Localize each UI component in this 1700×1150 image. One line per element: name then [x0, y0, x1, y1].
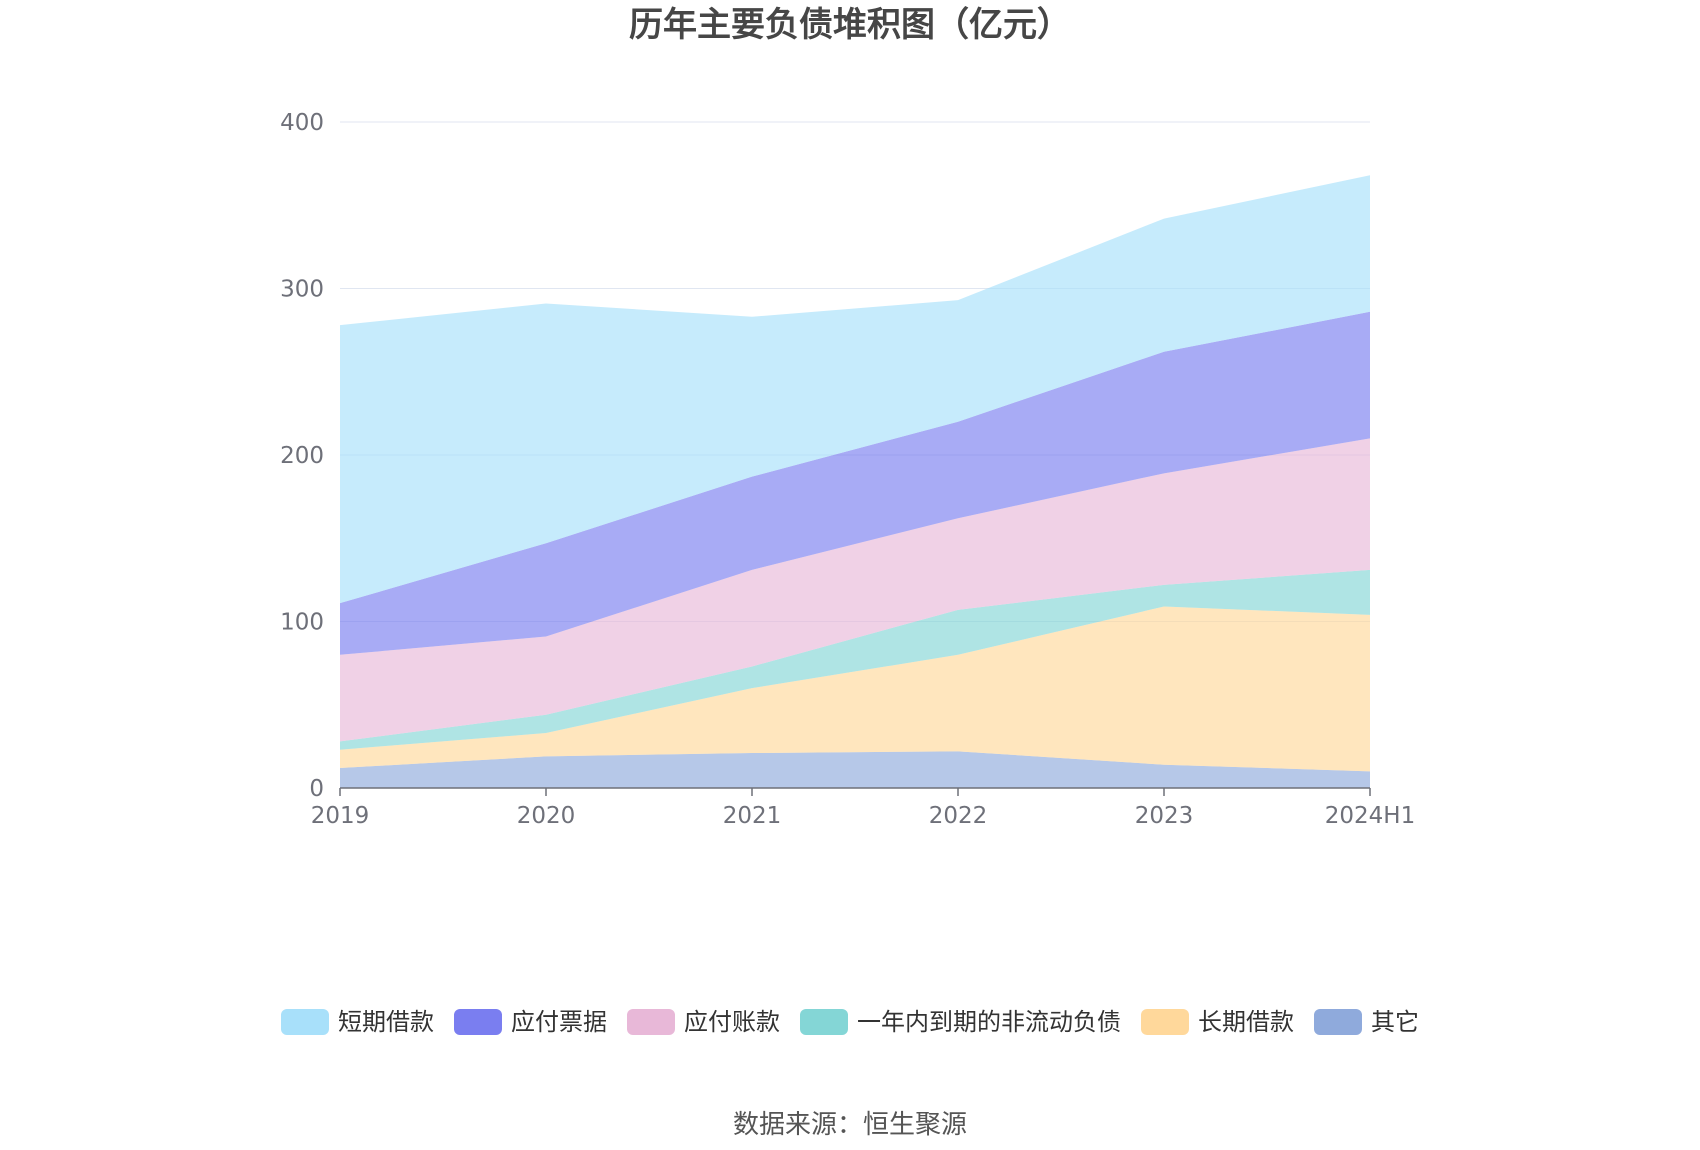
x-tick-label: 2021	[723, 803, 782, 829]
legend-swatch	[1141, 1009, 1189, 1035]
legend-item[interactable]: 长期借款	[1141, 1008, 1294, 1036]
legend-swatch	[800, 1009, 848, 1035]
data-source-note: 数据来源：恒生聚源	[733, 1110, 967, 1140]
y-tick-label: 0	[309, 776, 324, 802]
area-series-5[interactable]	[340, 175, 1370, 604]
area-series-3[interactable]	[340, 438, 1370, 742]
axes: 0 100 200 300 400 2019 2020 2021 2022 2023 2024H1	[280, 110, 1415, 829]
legend-label: 一年内到期的非流动负债	[857, 1008, 1121, 1036]
area-series-2[interactable]	[340, 569, 1370, 750]
legend-label: 短期借款	[338, 1008, 434, 1036]
legend-item[interactable]: 应付账款	[627, 1008, 780, 1036]
x-tick-label: 2022	[929, 803, 988, 829]
chart-title: 历年主要负债堆积图（亿元）	[629, 5, 1071, 45]
x-tick-label: 2024H1	[1325, 803, 1415, 829]
x-tick-label: 2019	[311, 803, 370, 829]
y-tick-label: 100	[280, 610, 324, 636]
legend-item[interactable]: 其它	[1314, 1008, 1419, 1036]
area-series-4[interactable]	[340, 311, 1370, 655]
legend-label: 应付票据	[511, 1008, 607, 1036]
area-series-0[interactable]	[340, 751, 1370, 788]
legend[interactable]: 短期借款 应付票据 应付账款 一年内到期的非流动负债 长期借款 其它	[281, 1008, 1419, 1036]
legend-swatch	[1314, 1009, 1362, 1035]
x-tick-label: 2020	[517, 803, 576, 829]
legend-swatch	[454, 1009, 502, 1035]
x-tick-label: 2023	[1135, 803, 1194, 829]
y-tick-label: 300	[280, 277, 324, 303]
legend-swatch	[281, 1009, 329, 1035]
legend-label: 应付账款	[684, 1008, 780, 1036]
y-tick-label: 200	[280, 443, 324, 469]
legend-item[interactable]: 一年内到期的非流动负债	[800, 1008, 1121, 1036]
legend-label: 长期借款	[1198, 1008, 1294, 1036]
legend-swatch	[627, 1009, 675, 1035]
legend-label: 其它	[1371, 1008, 1419, 1036]
legend-item[interactable]: 应付票据	[454, 1008, 607, 1036]
legend-item[interactable]: 短期借款	[281, 1008, 434, 1036]
area-series-group	[340, 175, 1370, 788]
y-tick-label: 400	[280, 110, 324, 136]
area-series-1[interactable]	[340, 606, 1370, 772]
